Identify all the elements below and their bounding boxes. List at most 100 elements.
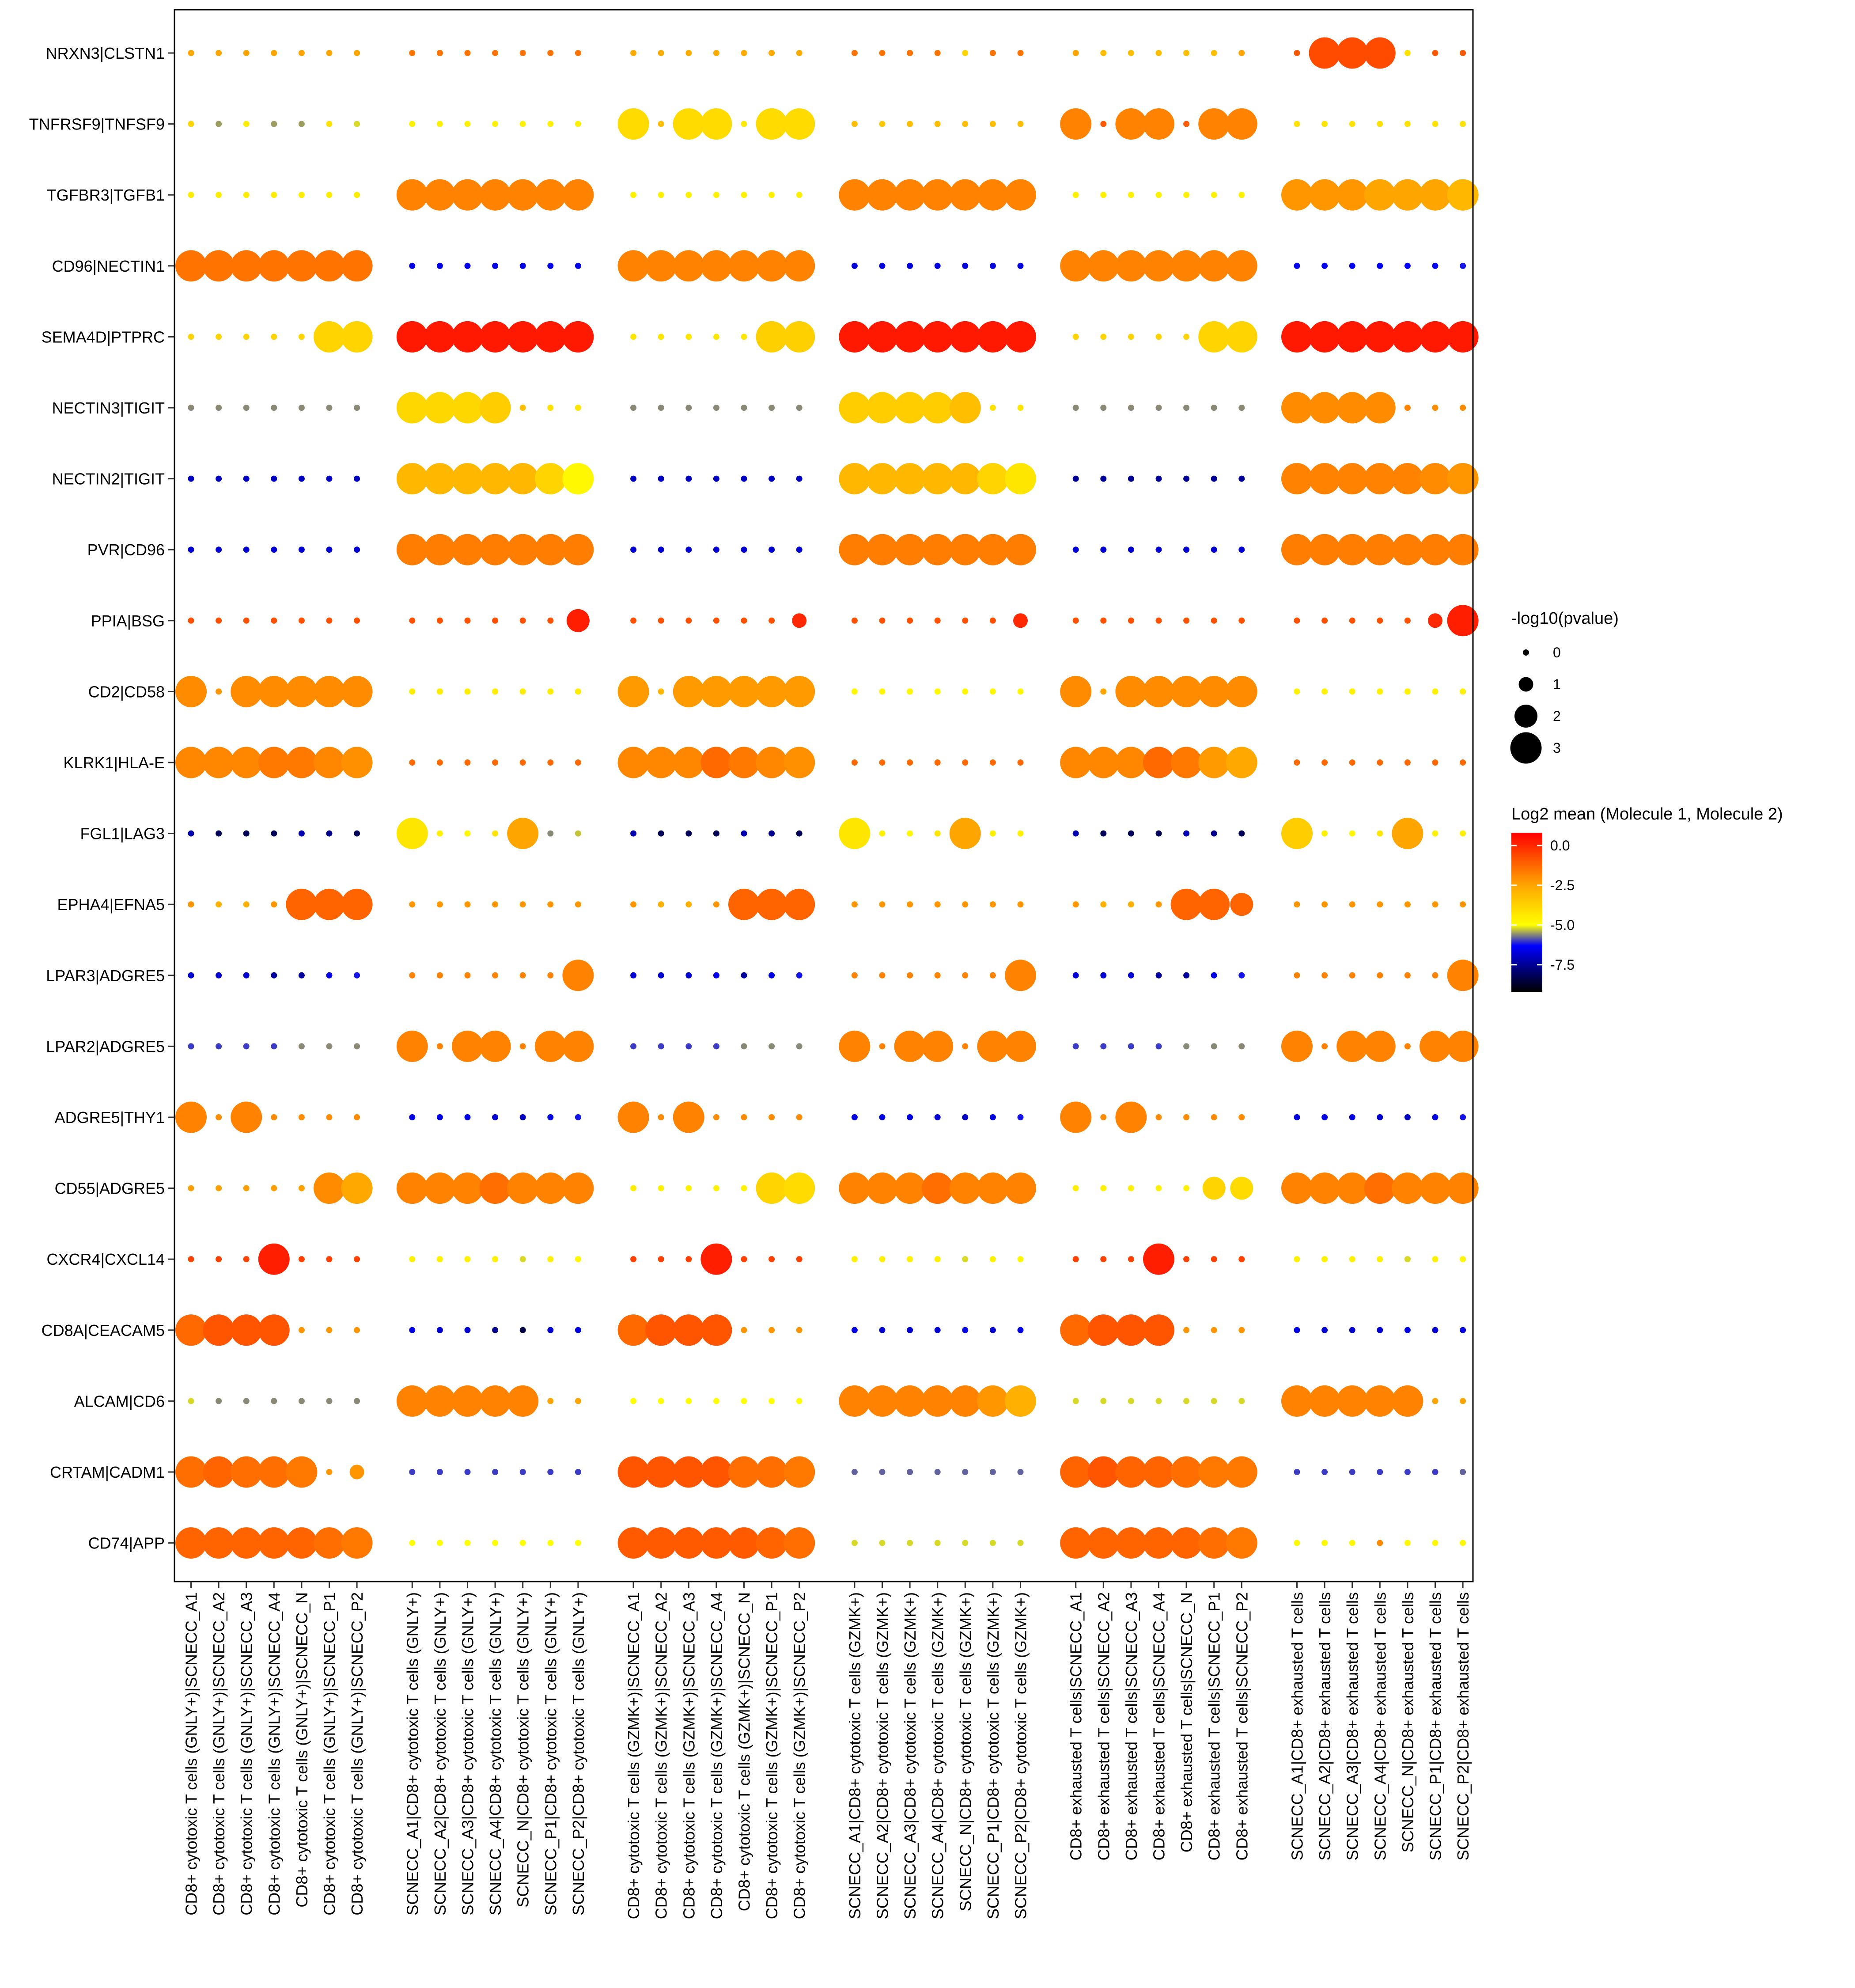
data-point: CD2|CD58 / SCNECC_A1|CD8+ cytotoxic T ce…: [851, 688, 858, 695]
data-point: PPIA|BSG / CD8+ cytotoxic T cells (GZMK+…: [741, 617, 747, 624]
data-point: CD55|ADGRE5 / CD8+ cytotoxic T cells (GZ…: [685, 1185, 692, 1191]
data-point: PVR|CD96 / SCNECC_P2|CD8+ cytotoxic T ce…: [1005, 534, 1036, 565]
data-point: KLRK1|HLA-E / SCNECC_A3|CD8+ cytotoxic T…: [464, 759, 471, 766]
y-tick-label: NECTIN3|TIGIT: [52, 399, 165, 417]
data-point: TGFBR3|TGFB1 / SCNECC_P1|CD8+ exhausted …: [1420, 179, 1451, 211]
data-point: KLRK1|HLA-E / SCNECC_A2|CD8+ exhausted T…: [1321, 759, 1328, 766]
data-point: TNFRSF9|TNFSF9 / SCNECC_N|CD8+ cytotoxic…: [962, 121, 969, 127]
data-point: CD96|NECTIN1 / CD8+ cytotoxic T cells (G…: [203, 250, 235, 282]
data-point: TGFBR3|TGFB1 / CD8+ cytotoxic T cells (G…: [216, 192, 222, 198]
data-point: FGL1|LAG3 / CD8+ cytotoxic T cells (GZMK…: [741, 830, 747, 837]
data-point: CD96|NECTIN1 / CD8+ exhausted T cells|SC…: [1143, 250, 1174, 282]
data-point: CD2|CD58 / CD8+ cytotoxic T cells (GZMK+…: [658, 688, 664, 695]
data-point: CXCR4|CXCL14 / CD8+ cytotoxic T cells (G…: [216, 1256, 222, 1263]
data-point: ALCAM|CD6 / CD8+ exhausted T cells|SCNEC…: [1183, 1398, 1190, 1404]
data-point: SEMA4D|PTPRC / SCNECC_A3|CD8+ exhausted …: [1336, 321, 1368, 353]
data-point: NRXN3|CLSTN1 / CD8+ cytotoxic T cells (G…: [326, 50, 333, 56]
data-point: CD96|NECTIN1 / CD8+ cytotoxic T cells (G…: [286, 250, 318, 282]
x-tick-label: CD8+ exhausted T cells|SCNECC_A3: [1122, 1592, 1140, 1860]
data-point: PVR|CD96 / SCNECC_P2|CD8+ exhausted T ce…: [1447, 534, 1479, 565]
size-legend-key: [1523, 649, 1529, 656]
data-point: NECTIN2|TIGIT / SCNECC_A4|CD8+ exhausted…: [1364, 463, 1396, 495]
data-point: TNFRSF9|TNFSF9 / CD8+ cytotoxic T cells …: [354, 121, 360, 127]
size-legend-title: -log10(pvalue): [1511, 609, 1619, 628]
data-point: FGL1|LAG3 / CD8+ cytotoxic T cells (GNLY…: [354, 830, 360, 837]
data-point: TNFRSF9|TNFSF9 / SCNECC_P2|CD8+ cytotoxi…: [1017, 121, 1024, 127]
data-point: LPAR3|ADGRE5 / CD8+ exhausted T cells|SC…: [1238, 972, 1245, 979]
data-point: CD2|CD58 / SCNECC_A4|CD8+ cytotoxic T ce…: [934, 688, 941, 695]
data-point: FGL1|LAG3 / SCNECC_N|CD8+ exhausted T ce…: [1392, 818, 1423, 850]
data-point: CD2|CD58 / SCNECC_P1|CD8+ cytotoxic T ce…: [989, 688, 996, 695]
data-point: CD8A|CEACAM5 / CD8+ cytotoxic T cells (G…: [354, 1327, 360, 1333]
data-point: CXCR4|CXCL14 / SCNECC_A2|CD8+ cytotoxic …: [879, 1256, 886, 1263]
data-point: CD2|CD58 / SCNECC_N|CD8+ cytotoxic T cel…: [962, 688, 969, 695]
data-point: NECTIN2|TIGIT / SCNECC_P2|CD8+ exhausted…: [1447, 463, 1479, 495]
data-point: CRTAM|CADM1 / SCNECC_A4|CD8+ cytotoxic T…: [492, 1469, 499, 1475]
data-point: ALCAM|CD6 / SCNECC_A4|CD8+ exhausted T c…: [1364, 1385, 1396, 1417]
data-point: TGFBR3|TGFB1 / CD8+ cytotoxic T cells (G…: [188, 192, 194, 198]
x-tick-label: CD8+ cytotoxic T cells (GZMK+)|SCNECC_A4: [708, 1592, 726, 1919]
color-legend-label: -7.5: [1550, 957, 1575, 973]
data-point: TGFBR3|TGFB1 / CD8+ cytotoxic T cells (G…: [326, 192, 333, 198]
data-point: TGFBR3|TGFB1 / CD8+ cytotoxic T cells (G…: [630, 192, 637, 198]
data-point: NECTIN3|TIGIT / CD8+ exhausted T cells|S…: [1155, 405, 1162, 411]
data-point: TGFBR3|TGFB1 / SCNECC_A3|CD8+ exhausted …: [1336, 179, 1368, 211]
data-point: EPHA4|EFNA5 / SCNECC_A4|CD8+ cytotoxic T…: [934, 901, 941, 908]
data-point: LPAR2|ADGRE5 / SCNECC_N|CD8+ exhausted T…: [1404, 1043, 1411, 1050]
data-point: LPAR3|ADGRE5 / CD8+ cytotoxic T cells (G…: [298, 972, 305, 979]
data-point: ADGRE5|THY1 / SCNECC_P1|CD8+ cytotoxic T…: [989, 1114, 996, 1120]
data-point: CD74|APP / CD8+ cytotoxic T cells (GZMK+…: [645, 1527, 677, 1559]
data-point: SEMA4D|PTPRC / CD8+ cytotoxic T cells (G…: [341, 321, 373, 353]
data-point: CD74|APP / SCNECC_P1|CD8+ cytotoxic T ce…: [547, 1540, 554, 1546]
data-point: ALCAM|CD6 / CD8+ exhausted T cells|SCNEC…: [1128, 1398, 1134, 1404]
data-point: TGFBR3|TGFB1 / SCNECC_A4|CD8+ cytotoxic …: [479, 179, 511, 211]
data-point: CD8A|CEACAM5 / SCNECC_P2|CD8+ exhausted …: [1460, 1327, 1466, 1333]
data-point: PPIA|BSG / CD8+ cytotoxic T cells (GZMK+…: [713, 617, 719, 624]
color-legend-label: -5.0: [1550, 917, 1575, 933]
color-legend-label: -2.5: [1550, 877, 1575, 893]
data-point: CRTAM|CADM1 / CD8+ exhausted T cells|SCN…: [1170, 1456, 1202, 1488]
data-point: TNFRSF9|TNFSF9 / CD8+ cytotoxic T cells …: [326, 121, 333, 127]
data-point: CD2|CD58 / CD8+ exhausted T cells|SCNECC…: [1060, 675, 1092, 707]
data-point: CXCR4|CXCL14 / SCNECC_P2|CD8+ cytotoxic …: [1017, 1256, 1024, 1263]
data-point: NECTIN3|TIGIT / CD8+ exhausted T cells|S…: [1211, 405, 1217, 411]
data-point: CRTAM|CADM1 / CD8+ cytotoxic T cells (GZ…: [645, 1456, 677, 1488]
data-point: ADGRE5|THY1 / SCNECC_A1|CD8+ cytotoxic T…: [409, 1114, 416, 1120]
data-point: NECTIN2|TIGIT / CD8+ cytotoxic T cells (…: [271, 475, 277, 482]
data-point: EPHA4|EFNA5 / SCNECC_A1|CD8+ cytotoxic T…: [851, 901, 858, 908]
data-point: EPHA4|EFNA5 / CD8+ exhausted T cells|SCN…: [1170, 888, 1202, 920]
data-point: TNFRSF9|TNFSF9 / CD8+ cytotoxic T cells …: [188, 121, 194, 127]
data-point: KLRK1|HLA-E / SCNECC_A4|CD8+ exhausted T…: [1377, 759, 1383, 766]
data-point: FGL1|LAG3 / CD8+ exhausted T cells|SCNEC…: [1155, 830, 1162, 837]
data-point: CD55|ADGRE5 / SCNECC_A3|CD8+ cytotoxic T…: [894, 1172, 926, 1204]
data-point: NRXN3|CLSTN1 / SCNECC_P2|CD8+ cytotoxic …: [575, 50, 581, 56]
data-point: CRTAM|CADM1 / SCNECC_A1|CD8+ exhausted T…: [1294, 1469, 1300, 1475]
data-point: CRTAM|CADM1 / CD8+ cytotoxic T cells (GN…: [286, 1456, 318, 1488]
data-point: PVR|CD96 / SCNECC_P2|CD8+ cytotoxic T ce…: [562, 534, 594, 565]
data-point: NRXN3|CLSTN1 / SCNECC_N|CD8+ cytotoxic T…: [519, 50, 526, 56]
data-point: EPHA4|EFNA5 / CD8+ cytotoxic T cells (GZ…: [784, 888, 815, 920]
data-point: CD74|APP / SCNECC_A2|CD8+ cytotoxic T ce…: [879, 1540, 886, 1546]
x-tick-label: SCNECC_A2|CD8+ exhausted T cells: [1316, 1592, 1334, 1860]
data-point: SEMA4D|PTPRC / SCNECC_P1|CD8+ cytotoxic …: [977, 321, 1009, 353]
data-point: NRXN3|CLSTN1 / CD8+ cytotoxic T cells (G…: [298, 50, 305, 56]
data-point: ADGRE5|THY1 / CD8+ cytotoxic T cells (GZ…: [741, 1114, 747, 1120]
data-point: CD8A|CEACAM5 / CD8+ cytotoxic T cells (G…: [645, 1314, 677, 1346]
data-point: CXCR4|CXCL14 / CD8+ cytotoxic T cells (G…: [768, 1256, 775, 1263]
data-point: CD8A|CEACAM5 / CD8+ exhausted T cells|SC…: [1183, 1327, 1190, 1333]
data-point: CRTAM|CADM1 / SCNECC_P1|CD8+ exhausted T…: [1432, 1469, 1439, 1475]
data-point: CD55|ADGRE5 / SCNECC_P2|CD8+ exhausted T…: [1447, 1172, 1479, 1204]
data-point: KLRK1|HLA-E / CD8+ cytotoxic T cells (GN…: [258, 747, 290, 778]
data-point: LPAR3|ADGRE5 / CD8+ exhausted T cells|SC…: [1072, 972, 1079, 979]
data-point: NECTIN3|TIGIT / CD8+ cytotoxic T cells (…: [630, 405, 637, 411]
data-point: EPHA4|EFNA5 / CD8+ cytotoxic T cells (GZ…: [756, 888, 787, 920]
data-point: KLRK1|HLA-E / CD8+ cytotoxic T cells (GN…: [175, 747, 207, 778]
data-point: CD74|APP / CD8+ exhausted T cells|SCNECC…: [1226, 1527, 1257, 1559]
data-point: SEMA4D|PTPRC / CD8+ cytotoxic T cells (G…: [271, 334, 277, 340]
data-point: CD2|CD58 / SCNECC_A2|CD8+ exhausted T ce…: [1321, 688, 1328, 695]
data-point: ADGRE5|THY1 / CD8+ cytotoxic T cells (GZ…: [673, 1101, 704, 1133]
data-point: FGL1|LAG3 / SCNECC_A3|CD8+ exhausted T c…: [1349, 830, 1355, 837]
data-point: LPAR2|ADGRE5 / SCNECC_A4|CD8+ exhausted …: [1364, 1030, 1396, 1062]
data-point: TNFRSF9|TNFSF9 / CD8+ cytotoxic T cells …: [298, 121, 305, 127]
data-point: FGL1|LAG3 / SCNECC_A1|CD8+ cytotoxic T c…: [396, 818, 428, 850]
